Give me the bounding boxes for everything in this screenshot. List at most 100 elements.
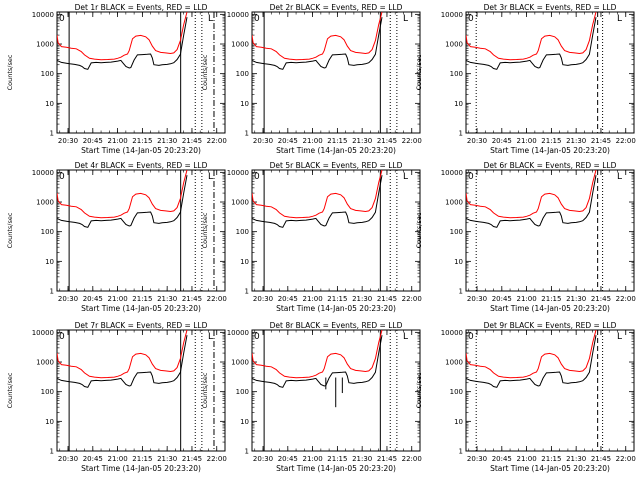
x-axis-label: Start Time (14-Jan-05 20:23:20) <box>490 146 610 155</box>
x-axis-label: Start Time (14-Jan-05 20:23:20) <box>276 146 396 155</box>
x-axis-label: Start Time (14-Jan-05 20:23:20) <box>276 304 396 313</box>
x-tick-label: 21:00 <box>516 295 536 303</box>
x-tick-label: 20:30 <box>58 455 78 463</box>
series-line-events <box>466 17 597 70</box>
y-tick-label: 10000 <box>227 169 249 177</box>
series-line-lld <box>57 330 188 379</box>
series-line-lld <box>466 170 597 219</box>
legend-mark: L <box>403 14 408 24</box>
x-tick-label: 21:15 <box>327 137 347 145</box>
x-axis-label: Start Time (14-Jan-05 20:23:20) <box>276 464 396 473</box>
y-tick-label: 1 <box>50 288 54 296</box>
x-tick-label: 20:45 <box>278 295 298 303</box>
x-tick-label: 21:30 <box>566 137 586 145</box>
x-tick-label: 22:00 <box>402 137 422 145</box>
x-tick-label: 20:45 <box>492 137 512 145</box>
y-tick-label: 10000 <box>441 329 463 337</box>
x-tick-label: 21:00 <box>302 455 322 463</box>
plot-frame <box>56 169 226 292</box>
y-tick-label: 1 <box>245 288 249 296</box>
x-tick-label: 21:00 <box>107 455 127 463</box>
chart-panel: Det 2r BLACK = Events, RED = LLD Counts/s… <box>201 3 422 155</box>
y-tick-label: 1000 <box>231 41 249 49</box>
x-tick-label: 21:45 <box>591 455 611 463</box>
y-axis-label: Counts/sec <box>415 54 423 90</box>
panel-title: Det 8r BLACK = Events, RED = LLD <box>270 321 403 330</box>
panel-title: Det 2r BLACK = Events, RED = LLD <box>270 3 403 12</box>
plot-frame <box>56 11 226 134</box>
y-tick-label: 1 <box>245 448 249 456</box>
legend-mark: L <box>403 172 408 182</box>
x-tick-label: 21:45 <box>377 137 397 145</box>
series-line-events <box>252 335 383 388</box>
series-line-lld <box>252 12 383 61</box>
x-tick-label: 22:00 <box>207 137 227 145</box>
y-tick-label: 1 <box>459 130 463 138</box>
y-tick-label: 1 <box>50 448 54 456</box>
series-line-lld <box>466 330 597 379</box>
x-tick-label: 20:45 <box>83 455 103 463</box>
legend-mark: 0 <box>254 172 260 182</box>
x-tick-label: 20:45 <box>83 295 103 303</box>
series-line-events <box>252 175 383 228</box>
y-tick-label: 10 <box>454 418 463 426</box>
y-tick-label: 1000 <box>36 359 54 367</box>
panel-title: Det 9r BLACK = Events, RED = LLD <box>484 321 617 330</box>
plot-frame <box>251 329 421 452</box>
x-tick-label: 21:45 <box>377 295 397 303</box>
legend-mark: 0 <box>468 14 474 24</box>
x-tick-label: 21:00 <box>302 137 322 145</box>
legend-mark: L <box>208 172 213 182</box>
x-axis-label: Start Time (14-Jan-05 20:23:20) <box>490 464 610 473</box>
chart-panel: Det 3r BLACK = Events, RED = LLD Counts/s… <box>415 3 636 155</box>
legend-mark: 0 <box>59 172 65 182</box>
x-tick-label: 22:00 <box>402 295 422 303</box>
y-tick-label: 1 <box>459 448 463 456</box>
chart-panel: Det 5r BLACK = Events, RED = LLD Counts/s… <box>201 161 422 313</box>
y-axis-label: Counts/sec <box>6 372 14 408</box>
legend-mark: 0 <box>254 332 260 342</box>
y-tick-label: 1 <box>245 130 249 138</box>
y-axis-label: Counts/sec <box>201 212 209 248</box>
x-axis-label: Start Time (14-Jan-05 20:23:20) <box>81 304 201 313</box>
y-tick-label: 1000 <box>231 359 249 367</box>
series-line-events <box>57 17 188 70</box>
y-tick-label: 10000 <box>441 11 463 19</box>
x-tick-label: 20:30 <box>253 295 273 303</box>
x-tick-label: 20:45 <box>278 137 298 145</box>
chart-panel: Det 9r BLACK = Events, RED = LLD Counts/s… <box>415 321 636 473</box>
y-tick-label: 100 <box>41 228 54 236</box>
x-tick-label: 21:30 <box>352 295 372 303</box>
x-tick-label: 20:30 <box>58 295 78 303</box>
series-line-events <box>57 175 188 228</box>
x-tick-label: 21:30 <box>566 455 586 463</box>
x-tick-label: 22:00 <box>616 137 636 145</box>
x-tick-label: 21:15 <box>132 455 152 463</box>
legend-mark: 0 <box>468 332 474 342</box>
chart-panel: Det 8r BLACK = Events, RED = LLD Counts/s… <box>201 321 422 473</box>
x-tick-label: 20:45 <box>83 137 103 145</box>
x-tick-label: 21:45 <box>591 295 611 303</box>
x-tick-label: 21:00 <box>302 295 322 303</box>
legend-mark: L <box>208 332 213 342</box>
y-tick-label: 1000 <box>36 41 54 49</box>
x-tick-label: 21:00 <box>107 137 127 145</box>
y-tick-label: 1000 <box>445 41 463 49</box>
y-tick-label: 10 <box>45 418 54 426</box>
x-tick-label: 22:00 <box>616 455 636 463</box>
y-tick-label: 1000 <box>445 199 463 207</box>
x-tick-label: 21:30 <box>566 295 586 303</box>
y-tick-label: 100 <box>450 388 463 396</box>
x-tick-label: 21:15 <box>541 137 561 145</box>
x-tick-label: 21:15 <box>132 137 152 145</box>
panel-title: Det 6r BLACK = Events, RED = LLD <box>484 161 617 170</box>
y-tick-label: 10 <box>240 100 249 108</box>
legend-mark: 0 <box>254 14 260 24</box>
y-tick-label: 10 <box>454 258 463 266</box>
y-tick-label: 10000 <box>227 329 249 337</box>
legend-mark: L <box>617 14 622 24</box>
y-tick-label: 1 <box>459 288 463 296</box>
series-line-lld <box>57 170 188 219</box>
y-tick-label: 100 <box>41 70 54 78</box>
y-axis-label: Counts/sec <box>6 54 14 90</box>
